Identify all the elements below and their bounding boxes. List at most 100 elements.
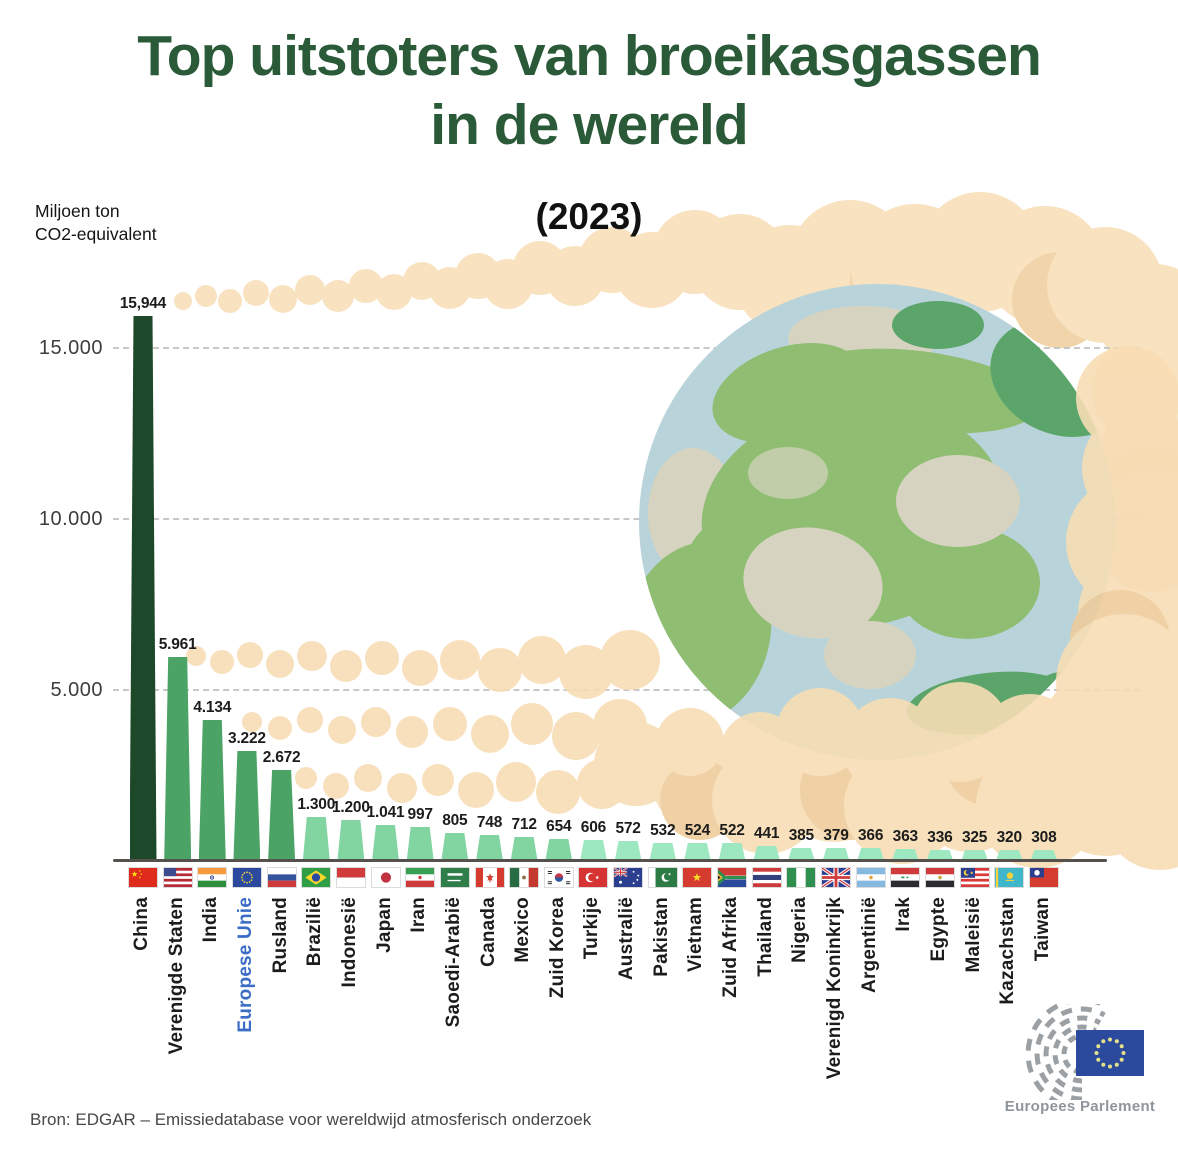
bar-europese-unie — [233, 751, 260, 861]
country-label-vietnam: Vietnam — [685, 897, 707, 972]
flag-icon-pk — [648, 868, 677, 887]
country-label-zuid-afrika: Zuid Afrika — [720, 897, 742, 998]
country-label-australi-: Australië — [616, 897, 638, 981]
page-title-line2: in de wereld — [430, 93, 748, 157]
bar-rusland — [268, 770, 295, 861]
flag-icon-ru — [267, 868, 296, 887]
bar-verenigde-staten — [164, 657, 191, 861]
country-label-egypte: Egypte — [927, 897, 949, 962]
country-label-taiwan: Taiwan — [1031, 897, 1053, 962]
country-label-india: India — [200, 897, 222, 943]
country-label-kazachstan: Kazachstan — [997, 897, 1019, 1005]
bar-pakistan — [649, 843, 676, 861]
country-label-maleisi-: Maleisië — [962, 897, 984, 973]
country-label-china: China — [131, 897, 152, 951]
flag-icon-th — [752, 868, 781, 887]
european-parliament-logo: Europees Parlement — [990, 1004, 1170, 1122]
flag-icon-ng — [787, 868, 816, 887]
country-label-mexico: Mexico — [512, 897, 534, 963]
y-tick-label-10000: 10.000 — [38, 508, 103, 530]
country-label-iran: Iran — [408, 897, 430, 933]
bar-india — [199, 720, 226, 861]
gridline-5000 — [113, 689, 1140, 691]
bar-iran — [407, 827, 434, 861]
flag-icon-eg — [925, 868, 954, 887]
bar-value-label-saoedi-arabi-: 805 — [442, 812, 468, 829]
bar-value-label-canada: 748 — [476, 814, 503, 831]
y-tick-label-15000: 15.000 — [38, 337, 103, 359]
bar-zuid-korea — [545, 839, 572, 861]
flag-icon-us — [163, 868, 192, 887]
country-label-argentini-: Argentinië — [858, 897, 880, 993]
gridline-15000 — [113, 347, 1140, 349]
country-label-nigeria: Nigeria — [789, 897, 811, 963]
bar-maleisi- — [961, 850, 988, 861]
bar-verenigd-koninkrijk — [823, 848, 850, 861]
bar-value-label-mexico: 712 — [511, 816, 537, 833]
flag-icon-kz — [995, 868, 1024, 887]
country-label-indonesi-: Indonesië — [338, 897, 360, 988]
bar-china — [130, 316, 157, 861]
country-label-canada: Canada — [477, 897, 499, 967]
bar-value-label-china: 15,944 — [119, 295, 167, 312]
bar-mexico — [511, 837, 538, 861]
flag-icon-sa — [440, 868, 469, 887]
y-tick-label-5000: 5.000 — [50, 679, 103, 701]
flag-icon-tr — [579, 868, 608, 887]
flag-icon-cn — [129, 868, 157, 887]
flag-icon-id — [336, 868, 365, 887]
x-axis-line — [113, 859, 1107, 862]
bar-turkije — [580, 840, 607, 861]
bar-vietnam — [684, 843, 711, 861]
source-attribution: Bron: EDGAR – Emissiedatabase voor werel… — [30, 1110, 592, 1129]
country-label-brazili-: Brazilië — [304, 897, 326, 967]
bar-japan — [372, 825, 399, 861]
country-label-europese-unie: Europese Unie — [234, 897, 256, 1033]
bar-value-label-zuid-korea: 654 — [546, 818, 572, 835]
flag-icon-kr — [544, 868, 573, 887]
country-label-saoedi-arabi-: Saoedi-Arabië — [442, 897, 464, 1028]
logo-caption: Europees Parlement — [1004, 1098, 1156, 1115]
bar-saoedi-arabi- — [441, 833, 468, 861]
bar-value-label-brazili-: 1.300 — [297, 796, 336, 813]
flag-icon-jp — [371, 868, 400, 887]
page-title-line1: Top uitstoters van broeikasgassen — [137, 24, 1042, 88]
bar-canada — [476, 835, 503, 861]
flag-icon-tw — [1029, 868, 1058, 887]
bar-value-label-indonesi-: 1.200 — [331, 799, 370, 816]
bar-australi- — [615, 841, 642, 861]
bar-value-label-turkije: 606 — [580, 819, 607, 836]
bar-value-label-india: 4.134 — [193, 699, 232, 716]
flag-icon-in — [198, 868, 227, 887]
country-label-zuid-korea: Zuid Korea — [546, 897, 568, 999]
flag-icon-gb — [822, 868, 850, 887]
flag-icon-vn — [683, 868, 712, 887]
flag-icon-my — [960, 868, 989, 887]
flag-icon-za — [718, 868, 747, 887]
flag-icon-iq — [891, 868, 920, 887]
country-label-turkije: Turkije — [581, 897, 603, 960]
flag-icon-br — [302, 868, 331, 887]
bar-brazili- — [303, 817, 330, 861]
y-axis-unit-line2: CO2-equivalent — [35, 224, 157, 244]
y-axis-unit-label: Miljoen ton CO2-equivalent — [35, 200, 157, 246]
flag-icon-ca — [475, 868, 504, 887]
country-label-rusland: Rusland — [269, 897, 291, 974]
y-axis-unit-line1: Miljoen ton — [35, 201, 120, 221]
country-label-verenigde-staten: Verenigde Staten — [165, 897, 187, 1055]
flag-icon-ar — [856, 868, 885, 887]
bar-indonesi- — [337, 820, 364, 861]
bar-value-label-rusland: 2.672 — [262, 749, 301, 766]
flag-icon-eu — [232, 868, 261, 887]
hemicycle-eu-flag-icon — [1025, 1004, 1144, 1100]
flag-icon-mx — [510, 868, 539, 887]
gridline-10000 — [113, 518, 1140, 520]
country-label-verenigd-koninkrijk: Verenigd Koninkrijk — [824, 897, 845, 1080]
bar-value-label-australi-: 572 — [615, 820, 641, 837]
bar-value-label-europese-unie: 3.222 — [228, 730, 266, 747]
bar-value-label-japan: 1.041 — [366, 804, 405, 821]
chart-header: Top uitstoters van broeikasgassen in de … — [0, 22, 1178, 160]
country-label-pakistan: Pakistan — [650, 897, 672, 977]
